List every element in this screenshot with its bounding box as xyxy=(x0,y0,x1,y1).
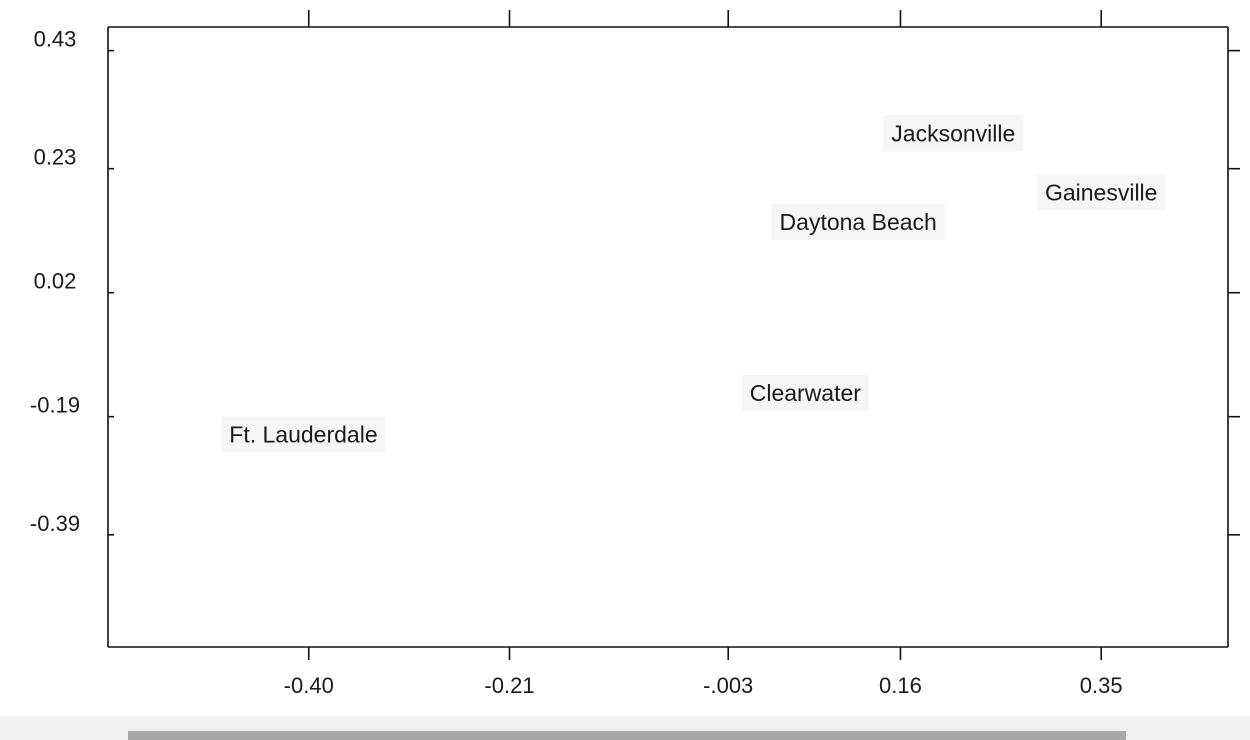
scatter-plot: -0.40 -0.21 -.003 0.16 0.35 0.43 0.23 0.02 -0.1… xyxy=(30,10,1240,698)
y-tick-label: -0.19 xyxy=(30,393,80,418)
point-label-background xyxy=(883,115,1024,152)
point-label: Ft. Lauderdale xyxy=(229,421,377,447)
point-label: Clearwater xyxy=(750,380,862,406)
point-label-background xyxy=(221,416,386,453)
y-axis-ticks: 0.43 0.23 0.02 -0.19 -0.39 xyxy=(30,27,1240,536)
point-marker: Gainesville xyxy=(1036,174,1166,211)
x-axis-ticks: -0.40 -0.21 -.003 0.16 0.35 xyxy=(284,10,1123,698)
point-labels: Jacksonville Gainesville Daytona Beach Clea… xyxy=(221,115,1166,453)
point-marker: Ft. Lauderdale xyxy=(221,416,386,453)
x-tick-label: 0.16 xyxy=(879,673,922,698)
x-tick-label: -0.40 xyxy=(284,673,334,698)
point-label: Jacksonville xyxy=(891,120,1015,146)
horizontal-scrollbar-thumb[interactable] xyxy=(128,731,1126,740)
plot-area xyxy=(108,27,1228,647)
point-label-background xyxy=(1036,174,1166,211)
y-tick-label: -0.39 xyxy=(30,511,80,536)
point-marker: Jacksonville xyxy=(883,115,1024,152)
axes xyxy=(107,26,1229,648)
point-marker: Clearwater xyxy=(741,375,869,412)
x-tick-label: -0.21 xyxy=(484,673,534,698)
y-tick-label: 0.43 xyxy=(34,27,77,52)
point-label-background xyxy=(741,375,869,412)
x-tick-label: 0.35 xyxy=(1080,673,1123,698)
point-label: Gainesville xyxy=(1045,179,1158,205)
point-label-background xyxy=(771,203,945,240)
x-tick-label: -.003 xyxy=(703,673,753,698)
y-tick-label: 0.23 xyxy=(34,145,77,170)
point-marker: Daytona Beach xyxy=(771,203,945,240)
y-tick-label: 0.02 xyxy=(34,269,77,294)
point-label: Daytona Beach xyxy=(780,209,937,235)
